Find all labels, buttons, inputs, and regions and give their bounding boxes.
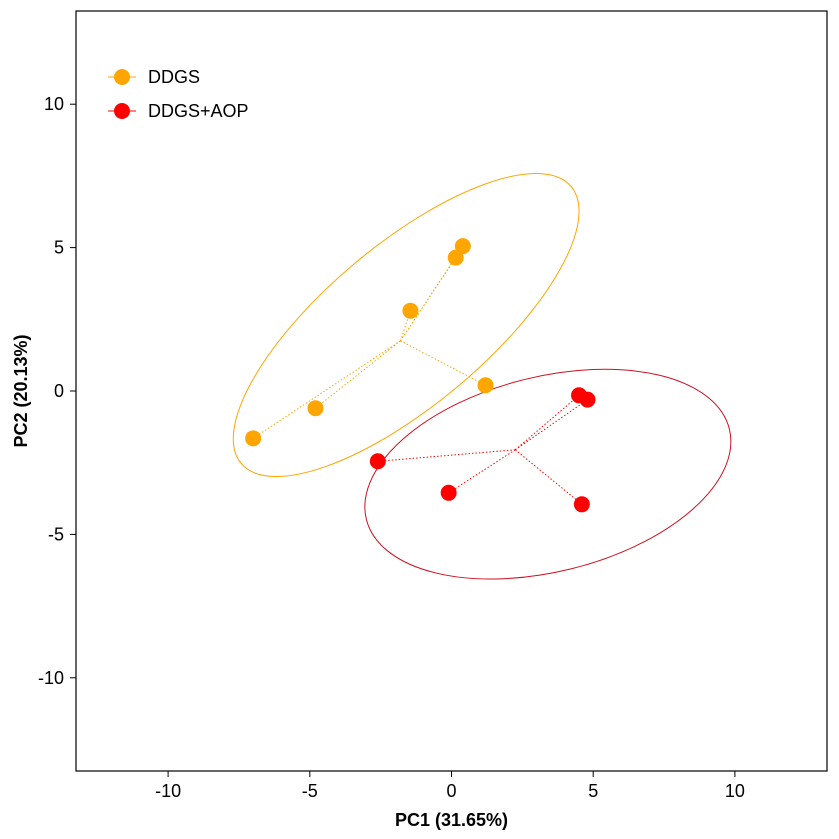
point-ddgs <box>454 238 471 255</box>
x-tick-label: -10 <box>155 781 181 801</box>
y-axis: -10 -5 0 5 10 <box>38 94 76 688</box>
centroid-spoke <box>315 340 401 409</box>
confidence-ellipse-ddgs-aop <box>364 368 732 580</box>
confidence-ellipse-ddgs <box>232 173 580 478</box>
point-ddgs <box>245 430 262 447</box>
point-ddgs <box>447 249 464 266</box>
point-ddgs-aop <box>579 391 596 408</box>
y-tick-label: 10 <box>44 94 64 114</box>
y-axis-title: PC2 (20.13%) <box>11 334 31 447</box>
data-points <box>245 238 596 513</box>
x-tick-label: 0 <box>446 781 456 801</box>
centroid-spoke <box>377 449 516 462</box>
point-ddgs-aop <box>440 484 457 501</box>
confidence-ellipses <box>232 173 732 580</box>
x-axis: -10 -5 0 5 10 <box>155 771 745 801</box>
centroid-spoke <box>400 340 486 386</box>
legend-item-ddgs: DDGS <box>108 67 200 87</box>
centroid-spoke <box>514 449 583 505</box>
y-tick-label: -5 <box>48 524 64 544</box>
centroid-spoke <box>252 340 401 439</box>
point-ddgs-aop <box>573 496 590 513</box>
legend-key-marker <box>114 69 130 85</box>
centroid-spoke <box>514 394 580 451</box>
point-ddgs <box>402 302 419 319</box>
legend-label: DDGS+AOP <box>148 101 249 121</box>
centroid-spoke <box>400 257 457 342</box>
y-tick-label: 0 <box>54 381 64 401</box>
x-tick-label: 5 <box>588 781 598 801</box>
centroid-spoke <box>514 399 588 451</box>
plot-frame <box>75 10 828 772</box>
point-ddgs <box>307 400 324 417</box>
point-ddgs-aop <box>369 453 386 470</box>
point-ddgs <box>477 377 494 394</box>
legend-key-marker <box>114 103 130 119</box>
y-tick-label: -10 <box>38 668 64 688</box>
centroid-lines <box>252 245 588 505</box>
legend: DDGS DDGS+AOP <box>108 67 249 121</box>
legend-item-ddgs-aop: DDGS+AOP <box>108 101 249 121</box>
legend-label: DDGS <box>148 67 200 87</box>
x-tick-label: 10 <box>725 781 745 801</box>
y-tick-label: 5 <box>54 238 64 258</box>
centroid-spoke <box>448 449 516 494</box>
x-tick-label: -5 <box>302 781 318 801</box>
x-axis-title: PC1 (31.65%) <box>395 810 508 830</box>
